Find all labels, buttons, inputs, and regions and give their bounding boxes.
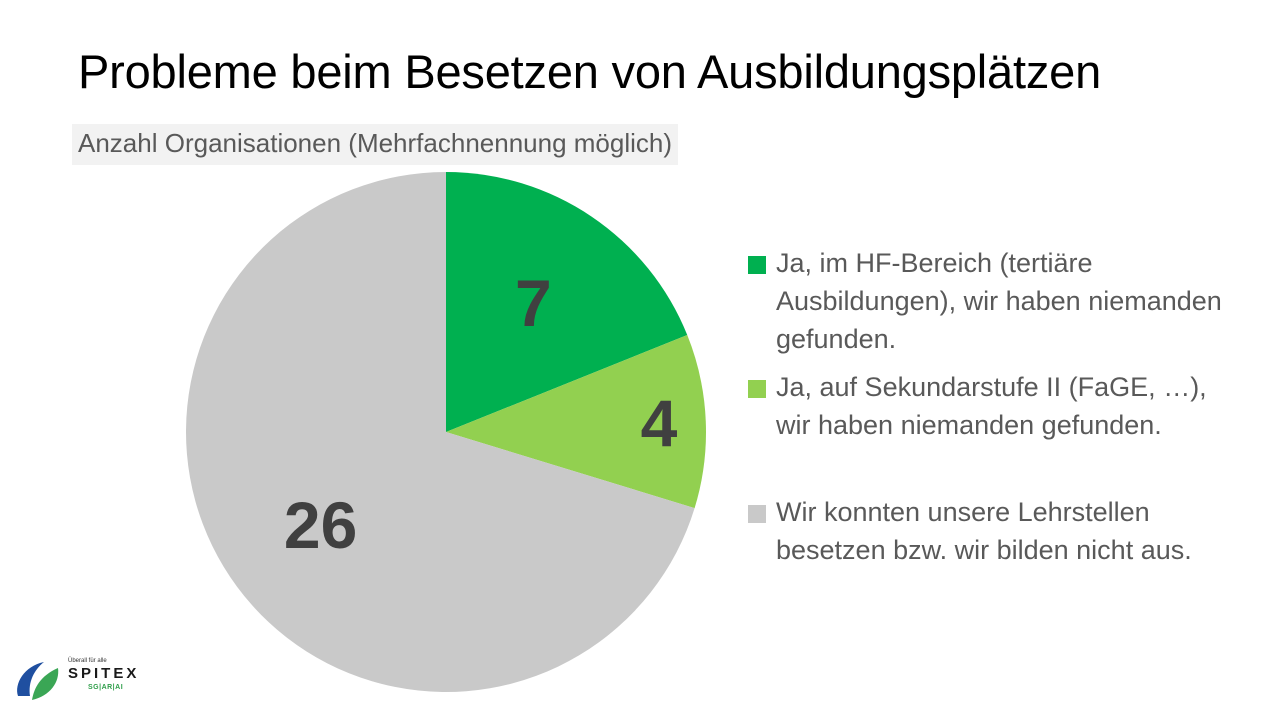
legend-label: Wir konnten unsere Lehrstellen besetzen … bbox=[776, 497, 1192, 565]
data-label-besetzt: 26 bbox=[284, 488, 357, 562]
data-label-sek2: 4 bbox=[641, 386, 678, 460]
legend-item-hf: Ja, im HF-Bereich (tertiäre Ausbildungen… bbox=[748, 244, 1248, 358]
legend-swatch bbox=[748, 505, 766, 523]
chart-title: Probleme beim Besetzen von Ausbildungspl… bbox=[78, 45, 1102, 98]
data-label-hf: 7 bbox=[515, 266, 552, 340]
legend-swatch bbox=[748, 380, 766, 398]
chart-subtitle: Anzahl Organisationen (Mehrfachnennung m… bbox=[72, 124, 679, 165]
pie-slice-sek2 bbox=[446, 335, 707, 509]
logo-region: SG|AR|AI bbox=[88, 684, 124, 691]
legend-item-sek2: Ja, auf Sekundarstufe II (FaGE, …), wir … bbox=[748, 368, 1248, 444]
legend-label: Ja, auf Sekundarstufe II (FaGE, …), wir … bbox=[776, 372, 1207, 440]
pie-slice-hf bbox=[446, 172, 688, 432]
pie-slice-besetzt bbox=[185, 172, 695, 692]
spitex-logo-icon bbox=[17, 662, 59, 700]
logo-tagline: Überall für alle bbox=[68, 658, 107, 664]
logo-brand: SPITEX bbox=[68, 665, 140, 682]
spitex-logo: Überall für alle SPITEX SG|AR|AI bbox=[10, 656, 140, 706]
legend-label: Ja, im HF-Bereich (tertiäre Ausbildungen… bbox=[776, 248, 1222, 354]
legend-item-besetzt: Wir konnten unsere Lehrstellen besetzen … bbox=[748, 493, 1248, 569]
legend-swatch bbox=[748, 256, 766, 274]
chart-legend: Ja, im HF-Bereich (tertiäre Ausbildungen… bbox=[748, 244, 1248, 569]
